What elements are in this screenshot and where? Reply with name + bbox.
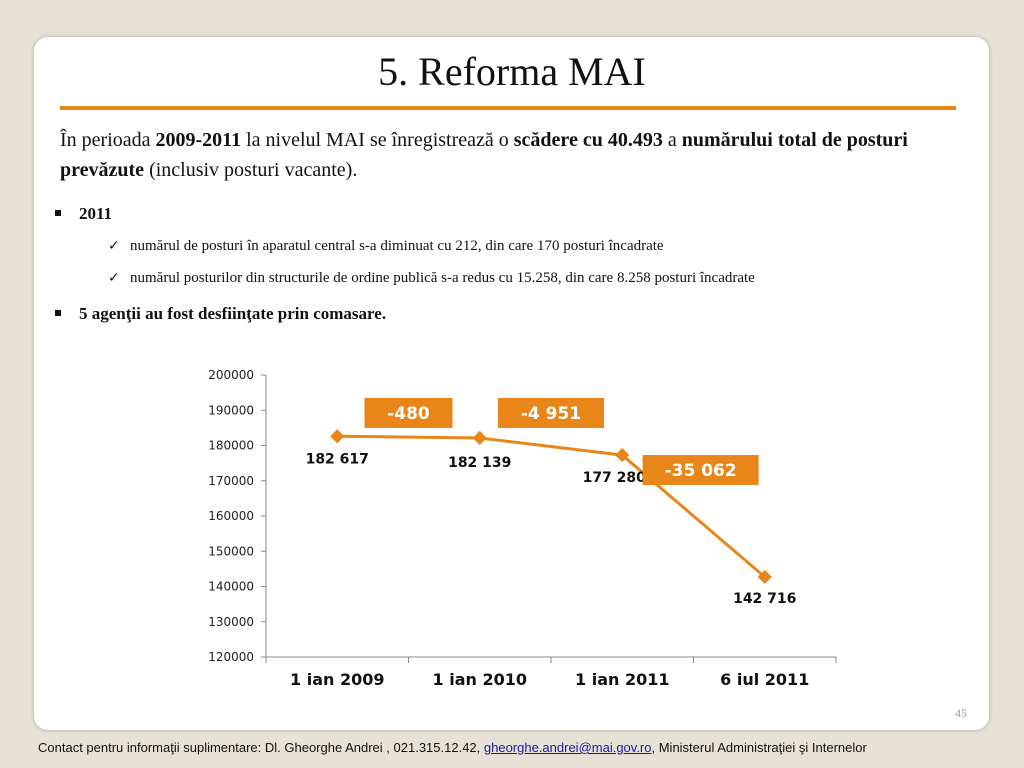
x-category-label: 1 ian 2010 — [433, 670, 527, 689]
intro-text-1: În perioada — [60, 129, 156, 151]
data-point-marker — [615, 448, 630, 463]
intro-paragraph: În perioada 2009-2011 la nivelul MAI se … — [60, 125, 980, 185]
slide-title: 5. Reforma MAI — [378, 49, 646, 94]
series-line — [337, 434, 766, 579]
intro-period: 2009-2011 — [155, 129, 242, 151]
footer-email-link[interactable]: gheorghe.andrei@mai.gov.ro — [483, 740, 652, 755]
y-tick-label: 160000 — [208, 509, 254, 523]
y-tick-label: 200000 — [208, 368, 254, 382]
change-box — [364, 398, 453, 428]
checkmark-icon: ✓ — [108, 238, 120, 254]
intro-text-3: a — [662, 129, 682, 151]
square-bullet-icon — [55, 210, 61, 217]
y-tick-label: 170000 — [208, 474, 254, 488]
posts-line-chart: 200000 190000 180000 170000 160000 150000 1400… — [208, 368, 837, 689]
y-tick-label: 190000 — [208, 403, 254, 417]
data-label: 182 139 — [448, 455, 511, 471]
y-tick-label: 180000 — [208, 439, 254, 453]
footer-text-2: , Ministerul Administraţiei şi Internelo… — [651, 740, 867, 755]
change-label: -4 951 — [521, 404, 581, 424]
x-category-label: 6 iul 2011 — [720, 670, 809, 689]
intro-text-2: la nivelul MAI se înregistrează o — [241, 129, 514, 151]
bullet-year: 2011 — [55, 204, 112, 224]
check-item-public-order-text: numărul posturilor din structurile de or… — [130, 270, 755, 286]
change-label: -35 062 — [665, 461, 737, 481]
data-point-marker — [472, 430, 487, 446]
change-label: -480 — [387, 404, 430, 424]
x-category-label: 1 ian 2011 — [575, 670, 669, 689]
x-category-label: 1 ian 2009 — [290, 670, 384, 689]
check-item-central: ✓ numărul de posturi în aparatul central … — [108, 238, 664, 255]
check-item-central-text: numărul de posturi în aparatul central s… — [130, 238, 664, 254]
intro-text-4: (inclusiv posturi vacante). — [144, 159, 358, 181]
bullet-agencies: 5 agenţii au fost desfiinţate prin comas… — [55, 304, 386, 324]
square-bullet-icon — [55, 310, 61, 317]
bullet-year-label: 2011 — [79, 204, 113, 223]
data-point-marker — [757, 569, 772, 584]
y-tick-label: 120000 — [208, 650, 254, 664]
data-label: 177 280 — [583, 470, 647, 486]
data-label: 142 716 — [733, 591, 796, 607]
title-underline — [60, 106, 956, 110]
y-tick-label: 130000 — [208, 615, 254, 629]
data-label: 182 617 — [306, 451, 369, 467]
change-box — [498, 398, 604, 428]
bullet-agencies-text: 5 agenţii au fost desfiinţate prin comas… — [79, 304, 387, 323]
intro-total-posts: numărului total de posturi prevăzute — [60, 129, 908, 181]
footer-contact: Contact pentru informaţii suplimentare: … — [38, 740, 867, 755]
page-number: 45 — [955, 706, 967, 720]
change-box — [642, 455, 759, 485]
data-point-marker — [330, 429, 345, 444]
slide-panel — [34, 37, 989, 730]
intro-decrease: scădere cu 40.493 — [513, 129, 663, 151]
footer-text-1: Contact pentru informaţii suplimentare: … — [38, 740, 484, 755]
check-item-public-order: ✓ numărul posturilor din structurile de o… — [108, 270, 755, 287]
checkmark-icon: ✓ — [108, 270, 120, 286]
y-tick-label: 150000 — [208, 544, 254, 558]
y-tick-label: 140000 — [208, 580, 254, 594]
